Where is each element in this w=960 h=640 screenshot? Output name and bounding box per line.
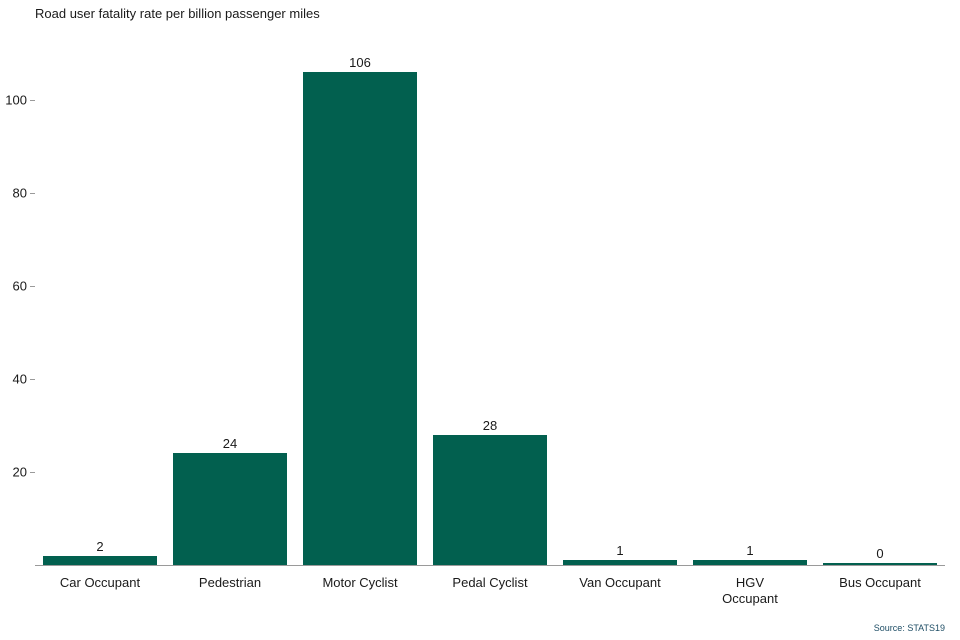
x-axis-label: Pedestrian <box>165 575 295 608</box>
bar <box>692 560 808 565</box>
x-axis-label-text: Pedestrian <box>198 575 262 590</box>
source-note: Source: STATS19 <box>873 623 945 633</box>
x-axis-label-text: Van Occupant <box>579 575 661 590</box>
y-tick-label: 40 <box>12 371 27 387</box>
x-axis-label: Motor Cyclist <box>295 575 425 608</box>
x-axis-label: Bus Occupant <box>815 575 945 608</box>
y-tick-mark <box>30 192 35 194</box>
bar-value-label: 0 <box>876 546 884 561</box>
y-axis: 20 40 60 80 100 <box>0 0 35 640</box>
y-tick-mark <box>30 378 35 380</box>
y-tick-mark <box>30 471 35 473</box>
x-axis-label-text: Bus Occupant <box>839 575 921 590</box>
x-axis-label-text: Motor Cyclist <box>322 575 398 590</box>
bar-slot: 106 <box>295 44 425 565</box>
y-tick-label: 80 <box>12 185 27 201</box>
bar-value-label: 1 <box>746 543 754 559</box>
x-axis-label: Van Occupant <box>555 575 685 608</box>
x-axis-label: Car Occupant <box>35 575 165 608</box>
y-tick-label: 100 <box>5 92 27 108</box>
bar <box>562 560 678 565</box>
bar-slot: 1 <box>555 44 685 565</box>
bar-slot: 2 <box>35 44 165 565</box>
x-axis-labels: Car Occupant Pedestrian Motor Cyclist Pedal… <box>35 575 945 608</box>
bar-value-label: 28 <box>482 417 498 433</box>
bar-value-label: 106 <box>349 54 371 70</box>
bar <box>822 563 938 565</box>
y-tick-label: 20 <box>12 464 27 480</box>
bar <box>302 71 418 565</box>
bar-slot: 1 <box>685 44 815 565</box>
x-axis-line <box>35 565 945 566</box>
bar-slot: 28 <box>425 44 555 565</box>
bar-slot: 0 <box>815 44 945 565</box>
x-axis-label-text: Car Occupant <box>59 575 141 590</box>
bar <box>432 434 548 565</box>
x-axis-label: Pedal Cyclist <box>425 575 555 608</box>
y-tick-mark <box>30 285 35 287</box>
x-axis-label-text: Pedal Cyclist <box>452 575 528 590</box>
bar <box>42 555 158 565</box>
x-axis-label-text: HGV Occupant <box>722 575 778 607</box>
plot-area: 2 24 106 28 1 1 0 <box>35 44 945 565</box>
y-tick-label: 60 <box>12 278 27 294</box>
bar-value-label: 1 <box>616 543 624 559</box>
x-axis-label: HGV Occupant <box>685 575 815 608</box>
bar-value-label: 2 <box>96 538 104 554</box>
bar-value-label: 24 <box>222 436 238 452</box>
bar-slot: 24 <box>165 44 295 565</box>
y-tick-mark <box>30 99 35 101</box>
bar <box>172 453 288 565</box>
chart-title: Road user fatality rate per billion pass… <box>35 6 320 21</box>
